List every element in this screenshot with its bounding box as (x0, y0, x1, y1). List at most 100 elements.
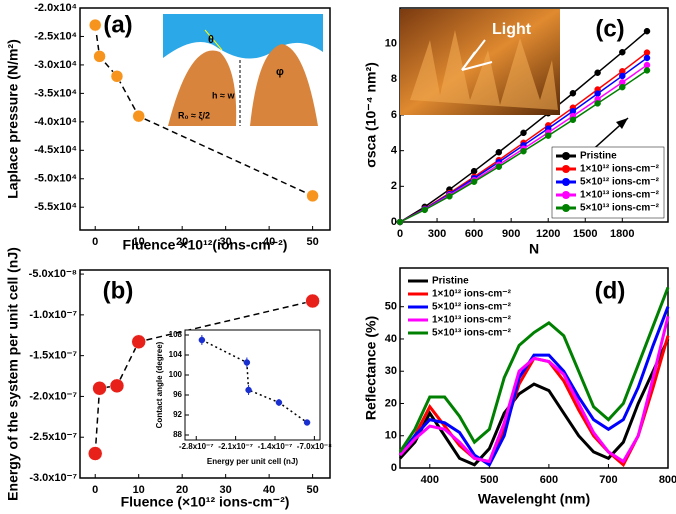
data-point (495, 163, 503, 170)
y-tick-label: 104 (169, 350, 183, 359)
legend-label: 1×10¹³ ions-cm⁻² (432, 315, 512, 326)
x-tick-label: 400 (421, 474, 439, 486)
data-point (303, 419, 311, 426)
x-tick-label: 700 (599, 474, 617, 486)
x-tick-label: 30 (220, 236, 232, 248)
tangent (204, 29, 223, 51)
data-point (495, 149, 503, 156)
y-tick-label: 50 (385, 301, 397, 313)
x-tick-label: 40 (263, 484, 275, 496)
x-tick-label: -1.4x10⁻⁷ (258, 442, 293, 451)
x-tick-label: 0 (92, 484, 98, 496)
x-axis-label: Wavelenght (nm) (478, 491, 590, 507)
x-axis-label: Fluence ×10¹²(ions-cm⁻²) (123, 237, 288, 253)
x-tick-label: -7.0x10⁻⁸ (297, 442, 332, 451)
y-axis-label: σsca (10⁻⁴ nm²) (363, 62, 379, 168)
annotation: θ (208, 34, 214, 46)
data-point (594, 69, 601, 76)
y-tick-label: -2.5x10⁴ (34, 30, 77, 42)
data-point (131, 334, 146, 350)
data-point (569, 89, 577, 97)
y-tick-label: -2.0x10⁴ (34, 2, 77, 14)
data-point (643, 27, 651, 35)
x-tick-label: 50 (306, 236, 318, 248)
data-point (396, 218, 404, 226)
light-ray (461, 61, 493, 71)
schematic-inset: θ φ h ≈ w R₀ ≈ ξ/2 (163, 14, 323, 126)
y-tick-label: 0 (391, 462, 397, 474)
y-tick-label: -4.5x10⁴ (34, 144, 77, 156)
data-point (132, 109, 145, 123)
data-point (619, 48, 626, 56)
x-axis-label: Fluence (×10¹² ions-cm⁻²) (121, 494, 290, 510)
data-point (446, 193, 453, 200)
annotation: h ≈ w (212, 90, 235, 100)
legend-marker (562, 152, 570, 160)
plot-frame (79, 7, 331, 231)
series-line (398, 338, 670, 467)
data-point (92, 381, 107, 396)
x-tick-label: 10 (133, 484, 145, 496)
data-point (594, 90, 601, 97)
x-tick-label: 50 (306, 484, 318, 496)
legend-label: 1×10¹² ions-cm⁻² (580, 164, 660, 175)
panel: 400 500 600 700 800 0 10 20 30 40 50 Wavelenght (nm… (363, 267, 676, 507)
data-point (594, 100, 601, 107)
data-point (520, 129, 527, 137)
x-tick-label: 800 (659, 474, 676, 486)
y-tick-label: 8 (391, 73, 397, 85)
y-tick-label: -1.5x10⁻⁷ (29, 350, 77, 362)
y-tick-label: -4.0x10⁴ (34, 116, 77, 128)
y-tick-label: -1.0x10⁻⁷ (29, 309, 77, 321)
x-tick-label: 10 (133, 236, 145, 248)
data-point (87, 446, 103, 461)
annotation: R₀ ≈ ξ/2 (178, 110, 210, 120)
x-tick-label: 300 (428, 228, 446, 240)
legend-marker (562, 165, 570, 173)
legend-label: Pristine (432, 276, 469, 287)
x-tick-label: 500 (480, 474, 498, 486)
data-point (569, 116, 577, 124)
y-tick-label: -5.0x10⁴ (34, 173, 77, 185)
legend-marker (562, 178, 570, 186)
panel-label: (c) (595, 15, 624, 42)
legend-label: 5×10¹² ions-cm⁻² (580, 177, 660, 188)
data-point (245, 386, 252, 394)
y-tick-label: 92 (173, 410, 182, 419)
panel-label: (d) (595, 277, 626, 304)
data-point (643, 49, 651, 56)
asperity-right (250, 44, 318, 126)
x-tick-label: 20 (176, 484, 188, 496)
y-tick-label: 88 (173, 430, 182, 439)
x-tick-label: 0 (397, 228, 403, 240)
y-tick-label: -2.5x10⁻⁷ (29, 431, 77, 443)
afm-inset: Light (400, 9, 560, 115)
light-ray (461, 51, 476, 71)
legend-label: Pristine (580, 151, 617, 162)
legend-label: 5×10¹³ ions-cm⁻² (432, 328, 512, 339)
y-tick-label: 10 (385, 430, 397, 442)
y-axis-label: Energy of the system per unit cell (nJ) (5, 247, 21, 501)
data-point (88, 18, 102, 32)
x-tick-label: 30 (220, 484, 232, 496)
y-tick-label: 0 (391, 216, 397, 228)
y-tick-label: 2 (391, 180, 397, 192)
data-point (306, 189, 319, 203)
asperity-left (168, 50, 237, 126)
y-tick-label: 100 (169, 370, 183, 379)
x-axis-label: Energy per unit cell (nJ) (207, 457, 298, 466)
y-axis-label: Laplace pressure (N/m²) (5, 39, 21, 199)
y-axis-label: Contact angle (degree) (155, 341, 164, 428)
panel-label: (a) (103, 11, 132, 38)
data-point (520, 147, 527, 155)
panel-label: (b) (103, 277, 134, 304)
y-tick-label: 10 (385, 38, 397, 50)
data-point (275, 399, 283, 406)
x-tick-label: 900 (502, 228, 520, 240)
legend-label: 1×10¹² ions-cm⁻² (432, 289, 512, 300)
panel: 0 10 20 30 40 50 -5.0x10⁻⁸ -1.0x10⁻⁷ -1.5x10⁻⁷ -2… (5, 247, 331, 510)
data-point (198, 336, 206, 344)
panel: 0 10 20 30 40 50 -2.0x10⁴ -2.5x10⁴ -3.0x10⁴ -3.5x… (5, 2, 331, 253)
